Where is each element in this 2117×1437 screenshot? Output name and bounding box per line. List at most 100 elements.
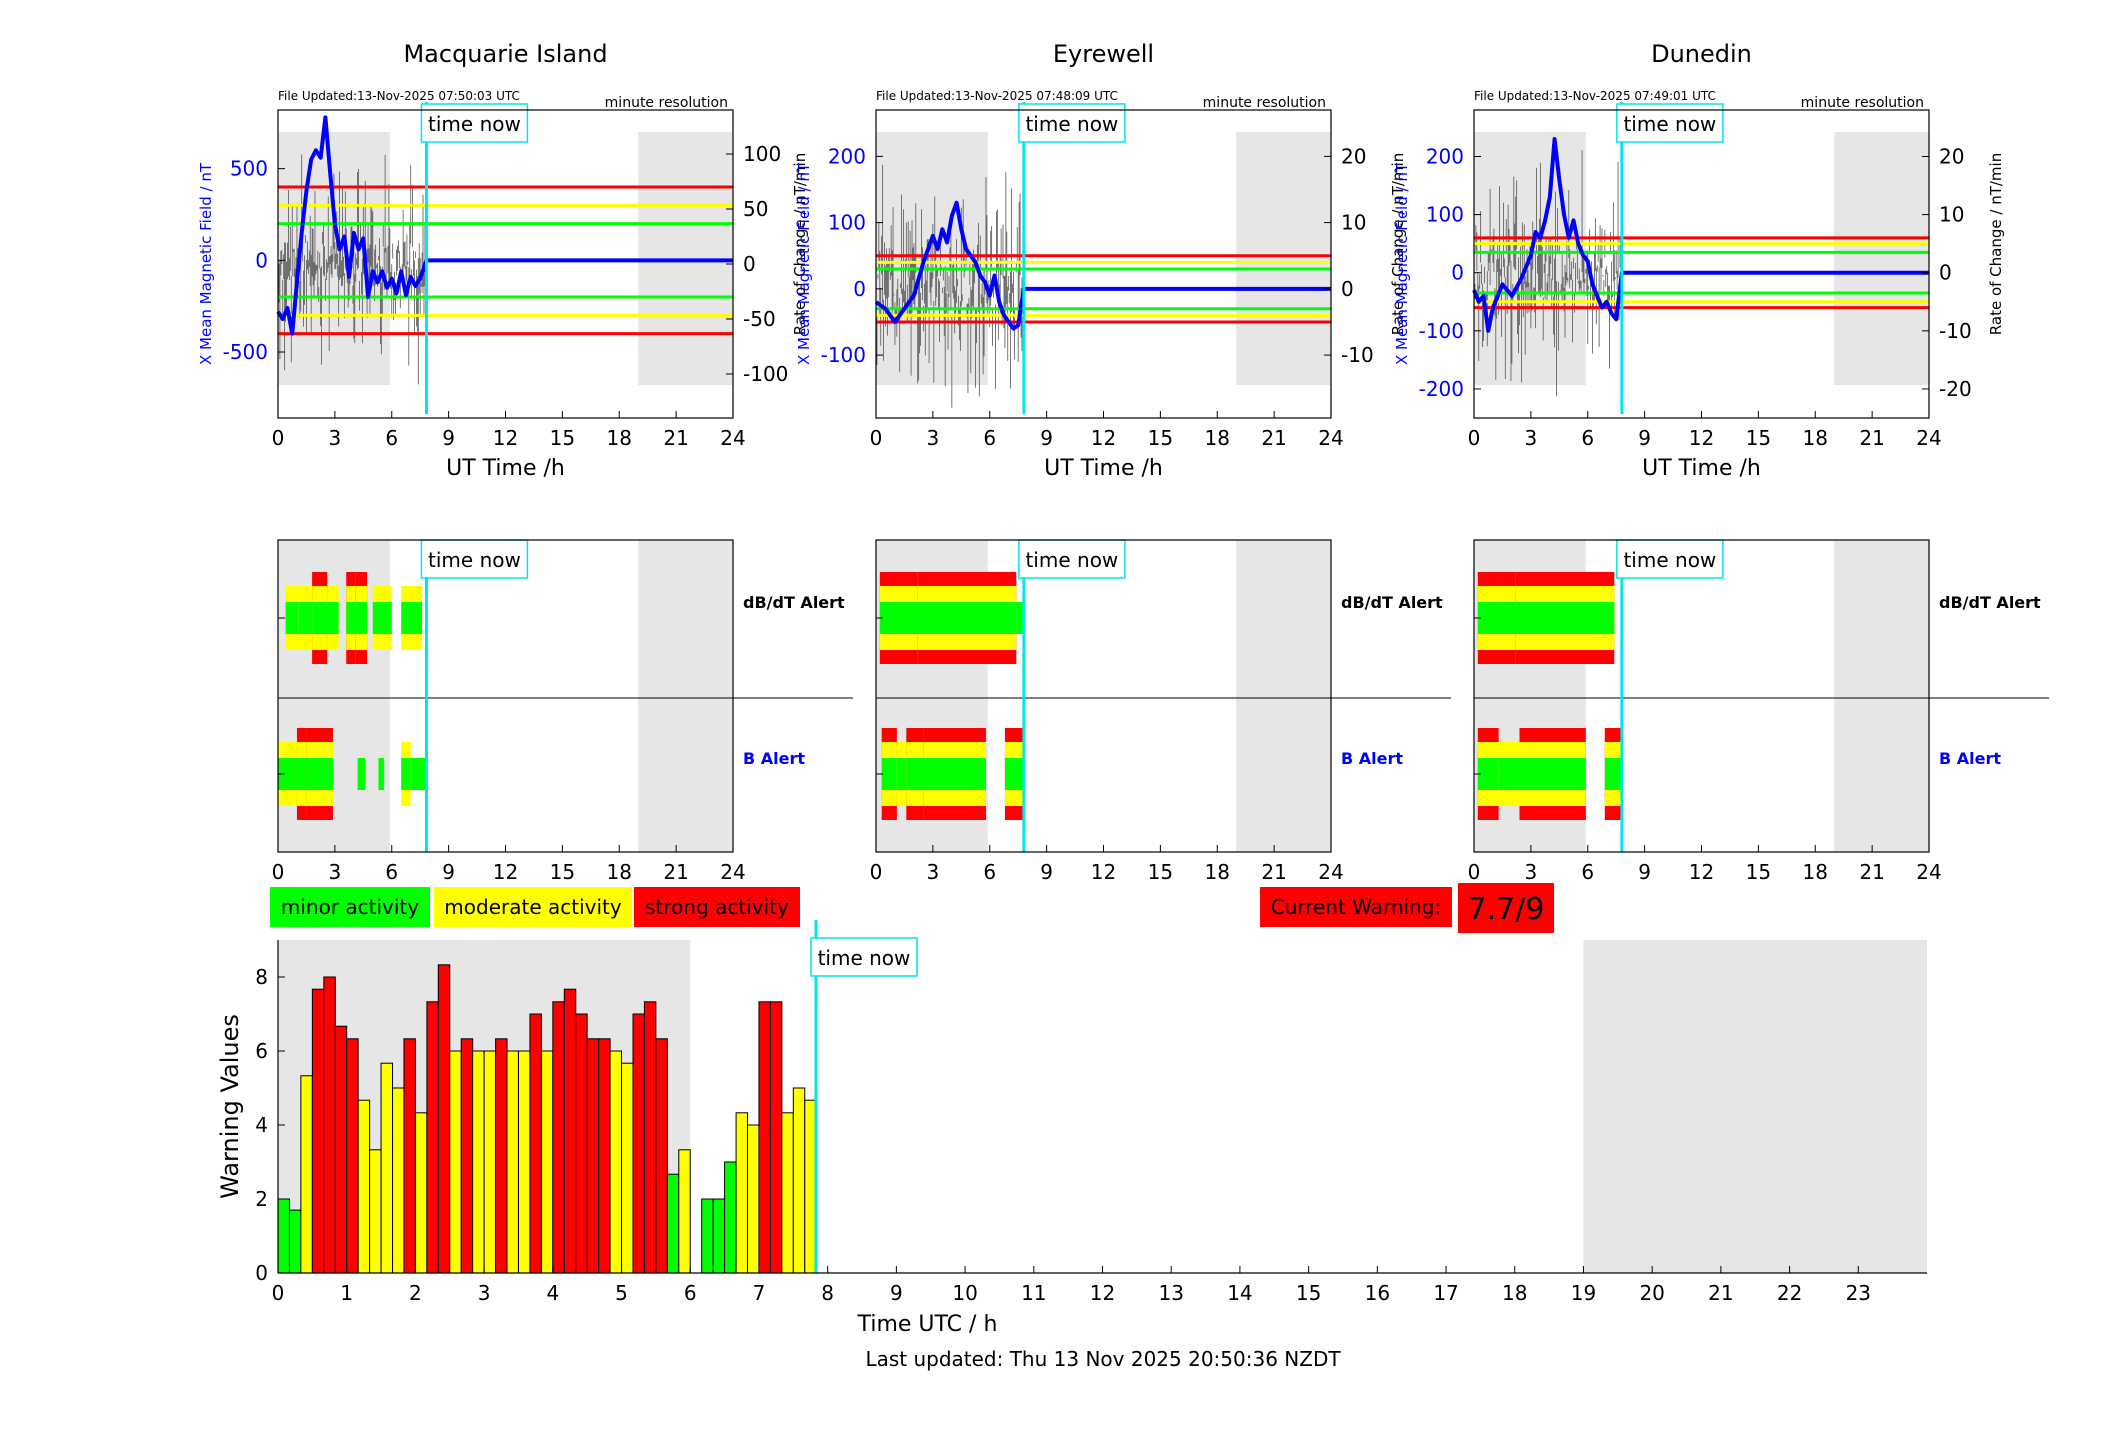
legend-minor-label: minor activity [281, 895, 419, 919]
y-tick-label: 8 [255, 965, 268, 989]
warning-bar [540, 1050, 554, 1274]
dbdt-minor-block [355, 602, 368, 634]
legend-strong-label: strong activity [645, 895, 789, 919]
file-updated-text: File Updated:13-Nov-2025 07:49:01 UTC [1474, 89, 1716, 103]
x-tick-label: 18 [1205, 426, 1230, 450]
x-tick-label: 15 [1746, 426, 1771, 450]
x-tick-label: 6 [983, 426, 996, 450]
y-left-tick-label: 200 [1426, 144, 1464, 168]
current-warning-value-box [1458, 883, 1554, 933]
dbdt-minor-block [879, 602, 918, 634]
rate-of-change-series [875, 164, 1025, 408]
warning-bar [334, 1025, 348, 1274]
y-right-tick-label: 10 [1939, 203, 1964, 227]
x-axis-label: UT Time /h [1044, 456, 1163, 481]
b-alert-label: B Alert [1939, 749, 2001, 768]
file-updated-text: File Updated:13-Nov-2025 07:50:03 UTC [278, 89, 520, 103]
x-tick-label: 15 [1296, 1281, 1321, 1305]
alert-panel-1: time now 0 3 6 9 12 15 18 21 24 dB/dT Alert B Alert [870, 539, 1451, 884]
warning-bar [300, 1075, 313, 1274]
warning-bar [346, 1038, 359, 1274]
x-tick-label: 0 [272, 1281, 285, 1305]
dbdt-minor-block [1515, 602, 1615, 634]
y-right-tick-label: 50 [743, 197, 768, 221]
dbdt-alert-label: dB/dT Alert [1939, 593, 2041, 612]
warning-bar [792, 1087, 806, 1274]
y-left-tick-label: 100 [828, 211, 866, 235]
x-tick-label: 15 [1148, 426, 1173, 450]
x-tick-label: 15 [550, 860, 575, 884]
x-tick-label: 6 [983, 860, 996, 884]
x-tick-label: 12 [493, 426, 518, 450]
x-tick-label: 16 [1365, 1281, 1390, 1305]
y-right-tick-label: -10 [1341, 343, 1374, 367]
night-shade [1834, 132, 1929, 385]
station-panel-2: Dunedin File Updated:13-Nov-2025 07:49:01… [1393, 40, 2005, 481]
b-alert-minor-block [896, 758, 907, 790]
y-left-axis-label: X Mean Magnetic Field / nT [1393, 162, 1411, 365]
x-tick-label: 18 [1502, 1281, 1527, 1305]
legend-moderate-swatch [434, 887, 632, 927]
warning-bar [506, 1050, 519, 1274]
x-tick-label: 2 [409, 1281, 422, 1305]
x-tick-label: 9 [1638, 426, 1651, 450]
x-tick-label: 18 [1803, 426, 1828, 450]
warning-bar [724, 1161, 737, 1274]
b-alert-minor-block [278, 758, 297, 790]
y-right-axis-label: Rate of Change / nT/min [791, 153, 809, 335]
warning-bar [403, 1038, 416, 1274]
x-tick-label: 0 [870, 426, 883, 450]
x-tick-label: 1 [340, 1281, 353, 1305]
dbdt-minor-block [1016, 602, 1024, 634]
y-right-tick-label: -20 [1939, 377, 1972, 401]
x-tick-label: 12 [1091, 426, 1116, 450]
x-tick-label: 3 [1525, 426, 1538, 450]
x-tick-label: 21 [1859, 426, 1884, 450]
warning-bar [621, 1062, 634, 1274]
x-tick-label: 6 [1581, 860, 1594, 884]
y-right-tick-label: 100 [743, 142, 781, 166]
warning-bar [666, 1173, 680, 1274]
x-tick-label: 0 [272, 426, 285, 450]
x-tick-label: 24 [720, 426, 745, 450]
warning-bar [769, 1001, 783, 1274]
alert-panel-0: time now 0 3 6 9 12 15 18 21 24 dB/dT Alert B Alert [272, 539, 853, 884]
y-tick-label: 6 [255, 1039, 268, 1063]
x-tick-label: 3 [927, 426, 940, 450]
x-tick-label: 18 [607, 426, 632, 450]
warning-bar [392, 1087, 405, 1274]
x-tick-label: 21 [1859, 860, 1884, 884]
x-tick-label: 12 [1689, 860, 1714, 884]
x-tick-label: 24 [1916, 426, 1941, 450]
b-alert-minor-block [1498, 758, 1520, 790]
station-panel-1: Eyrewell File Updated:13-Nov-2025 07:48:0… [795, 40, 1407, 481]
warning-bar [781, 1112, 794, 1274]
x-tick-label: 6 [684, 1281, 697, 1305]
warning-bar [357, 1099, 371, 1274]
dbdt-minor-block [401, 602, 423, 634]
dbdt-minor-block [1477, 602, 1516, 634]
warning-bar [449, 1050, 462, 1274]
warning-bar [563, 988, 577, 1274]
b-alert-minor-block [906, 758, 924, 790]
x-tick-label: 0 [1468, 860, 1481, 884]
x-tick-label: 20 [1639, 1281, 1664, 1305]
y-tick-label: 0 [255, 1261, 268, 1285]
current-warning-value: 7.7/9 [1468, 892, 1545, 927]
x-tick-label: 12 [1090, 1281, 1115, 1305]
x-tick-label: 9 [442, 426, 455, 450]
time-now-label: time now [818, 946, 911, 970]
b-alert-minor-block [306, 758, 333, 790]
b-alert-minor-block [410, 758, 426, 790]
warning-bar [414, 1112, 428, 1274]
x-tick-label: 21 [1261, 426, 1286, 450]
x-tick-label: 3 [927, 860, 940, 884]
station-title: Eyrewell [1053, 40, 1154, 68]
time-now-label: time now [1623, 548, 1716, 572]
x-tick-label: 12 [493, 860, 518, 884]
x-tick-label: 13 [1158, 1281, 1183, 1305]
y-right-tick-label: 0 [1939, 261, 1952, 285]
b-alert-minor-block [401, 758, 411, 790]
